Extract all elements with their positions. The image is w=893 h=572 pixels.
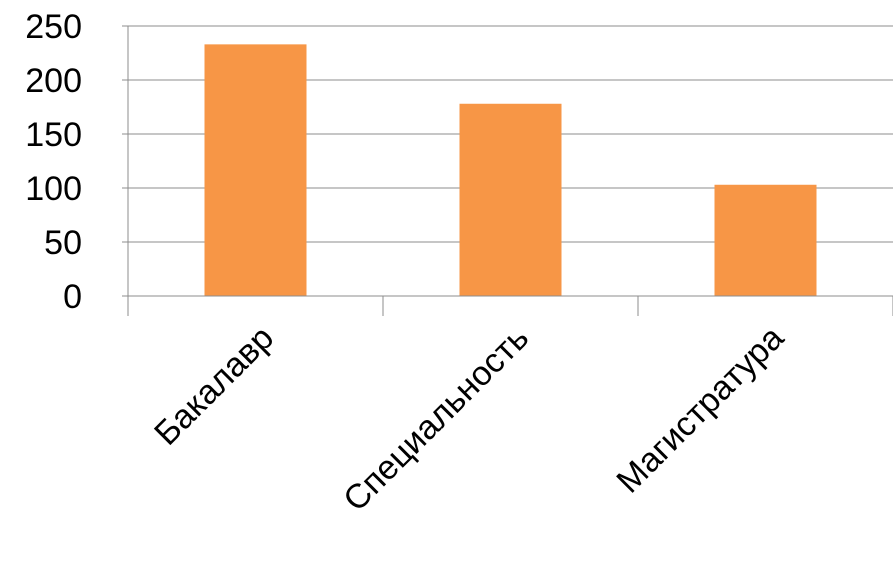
bar-1	[204, 44, 307, 296]
y-tick-label: 200	[25, 62, 82, 100]
x-tick-label: Бакалавр	[147, 319, 281, 453]
x-tick-label: Специальность	[336, 319, 536, 519]
y-tick-label: 100	[25, 170, 82, 208]
x-tick-label: Магистратура	[609, 319, 791, 501]
bars	[204, 44, 817, 296]
axes	[122, 25, 893, 316]
y-tick-label: 50	[44, 224, 82, 262]
x-axis-tick-labels: Бакалавр Специальность Магистратура	[147, 319, 791, 519]
y-tick-label: 250	[25, 8, 82, 46]
y-axis-tick-labels: 0 50 100 150 200 250	[25, 8, 82, 316]
y-tick-label: 150	[25, 116, 82, 154]
y-tick-label: 0	[63, 278, 82, 316]
bar-2	[459, 103, 562, 296]
bar-3	[714, 184, 817, 296]
